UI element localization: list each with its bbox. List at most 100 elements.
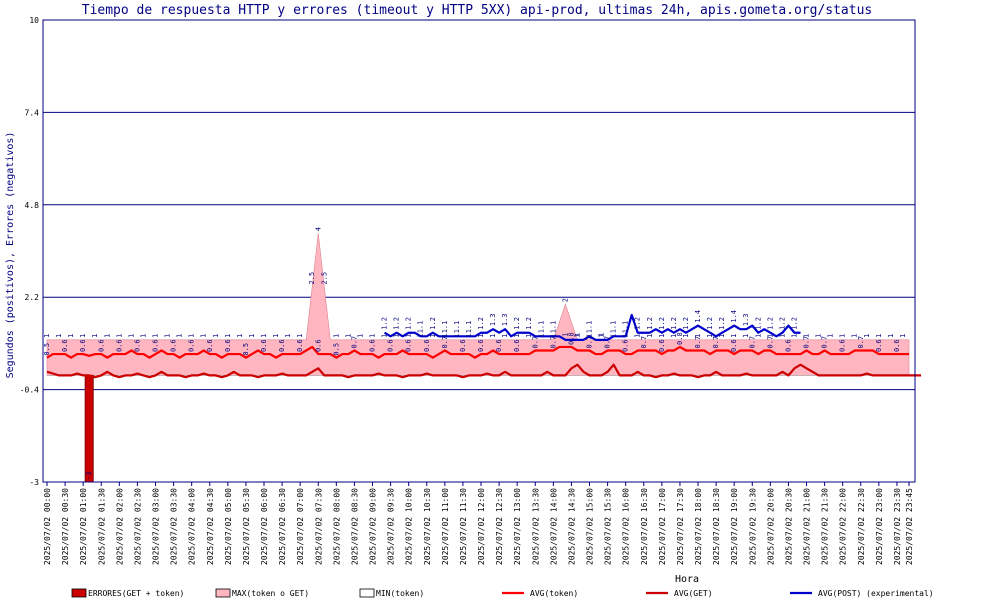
x-tick-label: 2025/07/02 18:00	[694, 488, 703, 565]
x-tick-label: 2025/07/02 05:30	[242, 488, 251, 565]
avg-post-line	[384, 313, 801, 341]
max-data-label: 1	[79, 334, 87, 338]
avg-get-line	[46, 363, 922, 379]
max-data-label: 1	[646, 334, 654, 338]
x-tick-label: 2025/07/02 17:30	[676, 488, 685, 565]
max-data-label: 1	[260, 334, 268, 338]
legend-item: MAX(token o GET)	[215, 588, 309, 598]
x-tick-label: 2025/07/02 17:00	[658, 488, 667, 565]
avg-token-data-label: 0.7	[766, 336, 774, 349]
post-data-label: 1.1	[622, 321, 630, 334]
y-tick-label: -0.4	[20, 386, 39, 395]
avg-token-data-label: 0.6	[314, 339, 322, 352]
post-data-label: 1.2	[525, 317, 533, 330]
avg-token-data-label: 0.6	[79, 339, 87, 352]
max-data-label: 1	[369, 334, 377, 338]
legend: ERRORES(GET + token) MAX(token o GET) MIN(…	[71, 588, 934, 598]
max-data-label: 1	[754, 334, 762, 338]
x-tick-label: 2025/07/02 01:00	[79, 488, 88, 565]
avg-token-data-label: 0.6	[730, 339, 738, 352]
avg-token-data-label: 0.7	[350, 336, 358, 349]
max-data-label: 1	[212, 334, 220, 338]
error-bar	[84, 374, 94, 483]
x-tick-label: 2025/07/02 08:00	[332, 488, 341, 565]
avg-token-data-label: 0.6	[387, 339, 395, 352]
max-data-label: 1	[549, 334, 557, 338]
max-data-label: 2.5	[320, 272, 328, 285]
x-tick-label: 2025/07/02 16:00	[622, 488, 631, 565]
max-data-label: 1	[55, 334, 63, 338]
legend-label: MIN(token)	[376, 589, 424, 598]
post-data-label: 1.3	[501, 314, 509, 327]
max-data-label: 1	[296, 334, 304, 338]
post-data-label: 1.2	[790, 317, 798, 330]
avg-token-data-label: 0.6	[423, 339, 431, 352]
avg-token-data-label: 0.6	[495, 339, 503, 352]
max-data-label: 1	[393, 334, 401, 338]
y-tick-label: 10	[29, 16, 39, 25]
post-data-label: 1	[598, 333, 606, 337]
max-data-label: 1	[200, 334, 208, 338]
avg-token-data-label: 0.6	[405, 339, 413, 352]
max-data-label: 1	[43, 334, 51, 338]
post-data-label: 1.2	[393, 317, 401, 330]
max-data-label: 1	[622, 334, 630, 338]
post-data-label: 1.2	[477, 317, 485, 330]
post-data-label: 1.2	[706, 317, 714, 330]
x-tick-label: 2025/07/02 03:00	[152, 488, 161, 565]
avg-token-data-label: 0.6	[115, 339, 123, 352]
post-data-label: 1.2	[754, 317, 762, 330]
post-data-label: 1	[573, 333, 581, 337]
post-data-label: 1.3	[489, 314, 497, 327]
max-data-label: 1	[875, 334, 883, 338]
post-data-label: 1.1	[441, 321, 449, 334]
avg-token-data-label: 0.6	[278, 339, 286, 352]
max-data-label: 1	[682, 334, 690, 338]
max-data-label: 1	[778, 334, 786, 338]
legend-item: AVG(GET)	[646, 589, 713, 598]
avg-token-data-label: 0.7	[712, 336, 720, 349]
x-tick-label: 2025/07/02 01:30	[97, 488, 106, 565]
avg-token-data-label: 0.6	[622, 339, 630, 352]
post-data-label: 1.2	[658, 317, 666, 330]
max-data-label: 1	[718, 334, 726, 338]
avg-token-data-label: 0.7	[531, 336, 539, 349]
max-data-label: 1	[236, 334, 244, 338]
x-tick-label: 2025/07/02 07:30	[314, 488, 323, 565]
legend-item: MIN(token)	[359, 588, 424, 598]
avg-token-data-label: 0.6	[459, 339, 467, 352]
max-data-label: 1	[851, 334, 859, 338]
post-data-label: 1.1	[610, 321, 618, 334]
max-data-label: 4	[314, 227, 322, 231]
max-data-label: 1	[694, 334, 702, 338]
post-data-label: 1.1	[465, 321, 473, 334]
x-tick-label: 2025/07/02 08:30	[350, 488, 359, 565]
x-tick-label: 2025/07/02 19:00	[730, 488, 739, 565]
x-tick-label: 2025/07/02 13:00	[513, 488, 522, 565]
legend-swatch	[215, 588, 231, 598]
x-tick-label: 2025/07/02 14:00	[549, 488, 558, 565]
max-data-label: 1	[573, 334, 581, 338]
avg-token-data-label: 0.8	[567, 332, 575, 345]
legend-item: AVG(POST) (experimental)	[790, 589, 934, 598]
avg-token-data-label: 0.7	[694, 336, 702, 349]
max-data-label: 1	[863, 334, 871, 338]
plot-area: 10 7.4 4.8 2.2 -0.4 -3 2025/07/02 00:00 2025/07…	[20, 16, 922, 565]
max-data-label: 1	[67, 334, 75, 338]
x-tick-label: 2025/07/02 22:30	[857, 488, 866, 565]
post-data-label: 1	[561, 333, 569, 337]
avg-token-data-label: 0.6	[260, 339, 268, 352]
y-tick-label: -3	[29, 478, 39, 487]
avg-token-data-label: 0.7	[803, 336, 811, 349]
max-data-label: 1	[381, 334, 389, 338]
avg-token-data-label: 0.6	[224, 339, 232, 352]
x-axis-label: Hora	[675, 574, 699, 585]
avg-token-data-label: 0.7	[441, 336, 449, 349]
legend-label: AVG(GET)	[674, 589, 713, 598]
x-tick-label: 2025/07/02 18:30	[712, 488, 721, 565]
max-data-label: 1	[139, 334, 147, 338]
max-data-label: 1	[489, 334, 497, 338]
legend-label: AVG(POST) (experimental)	[818, 589, 934, 598]
max-data-label: 1	[598, 334, 606, 338]
